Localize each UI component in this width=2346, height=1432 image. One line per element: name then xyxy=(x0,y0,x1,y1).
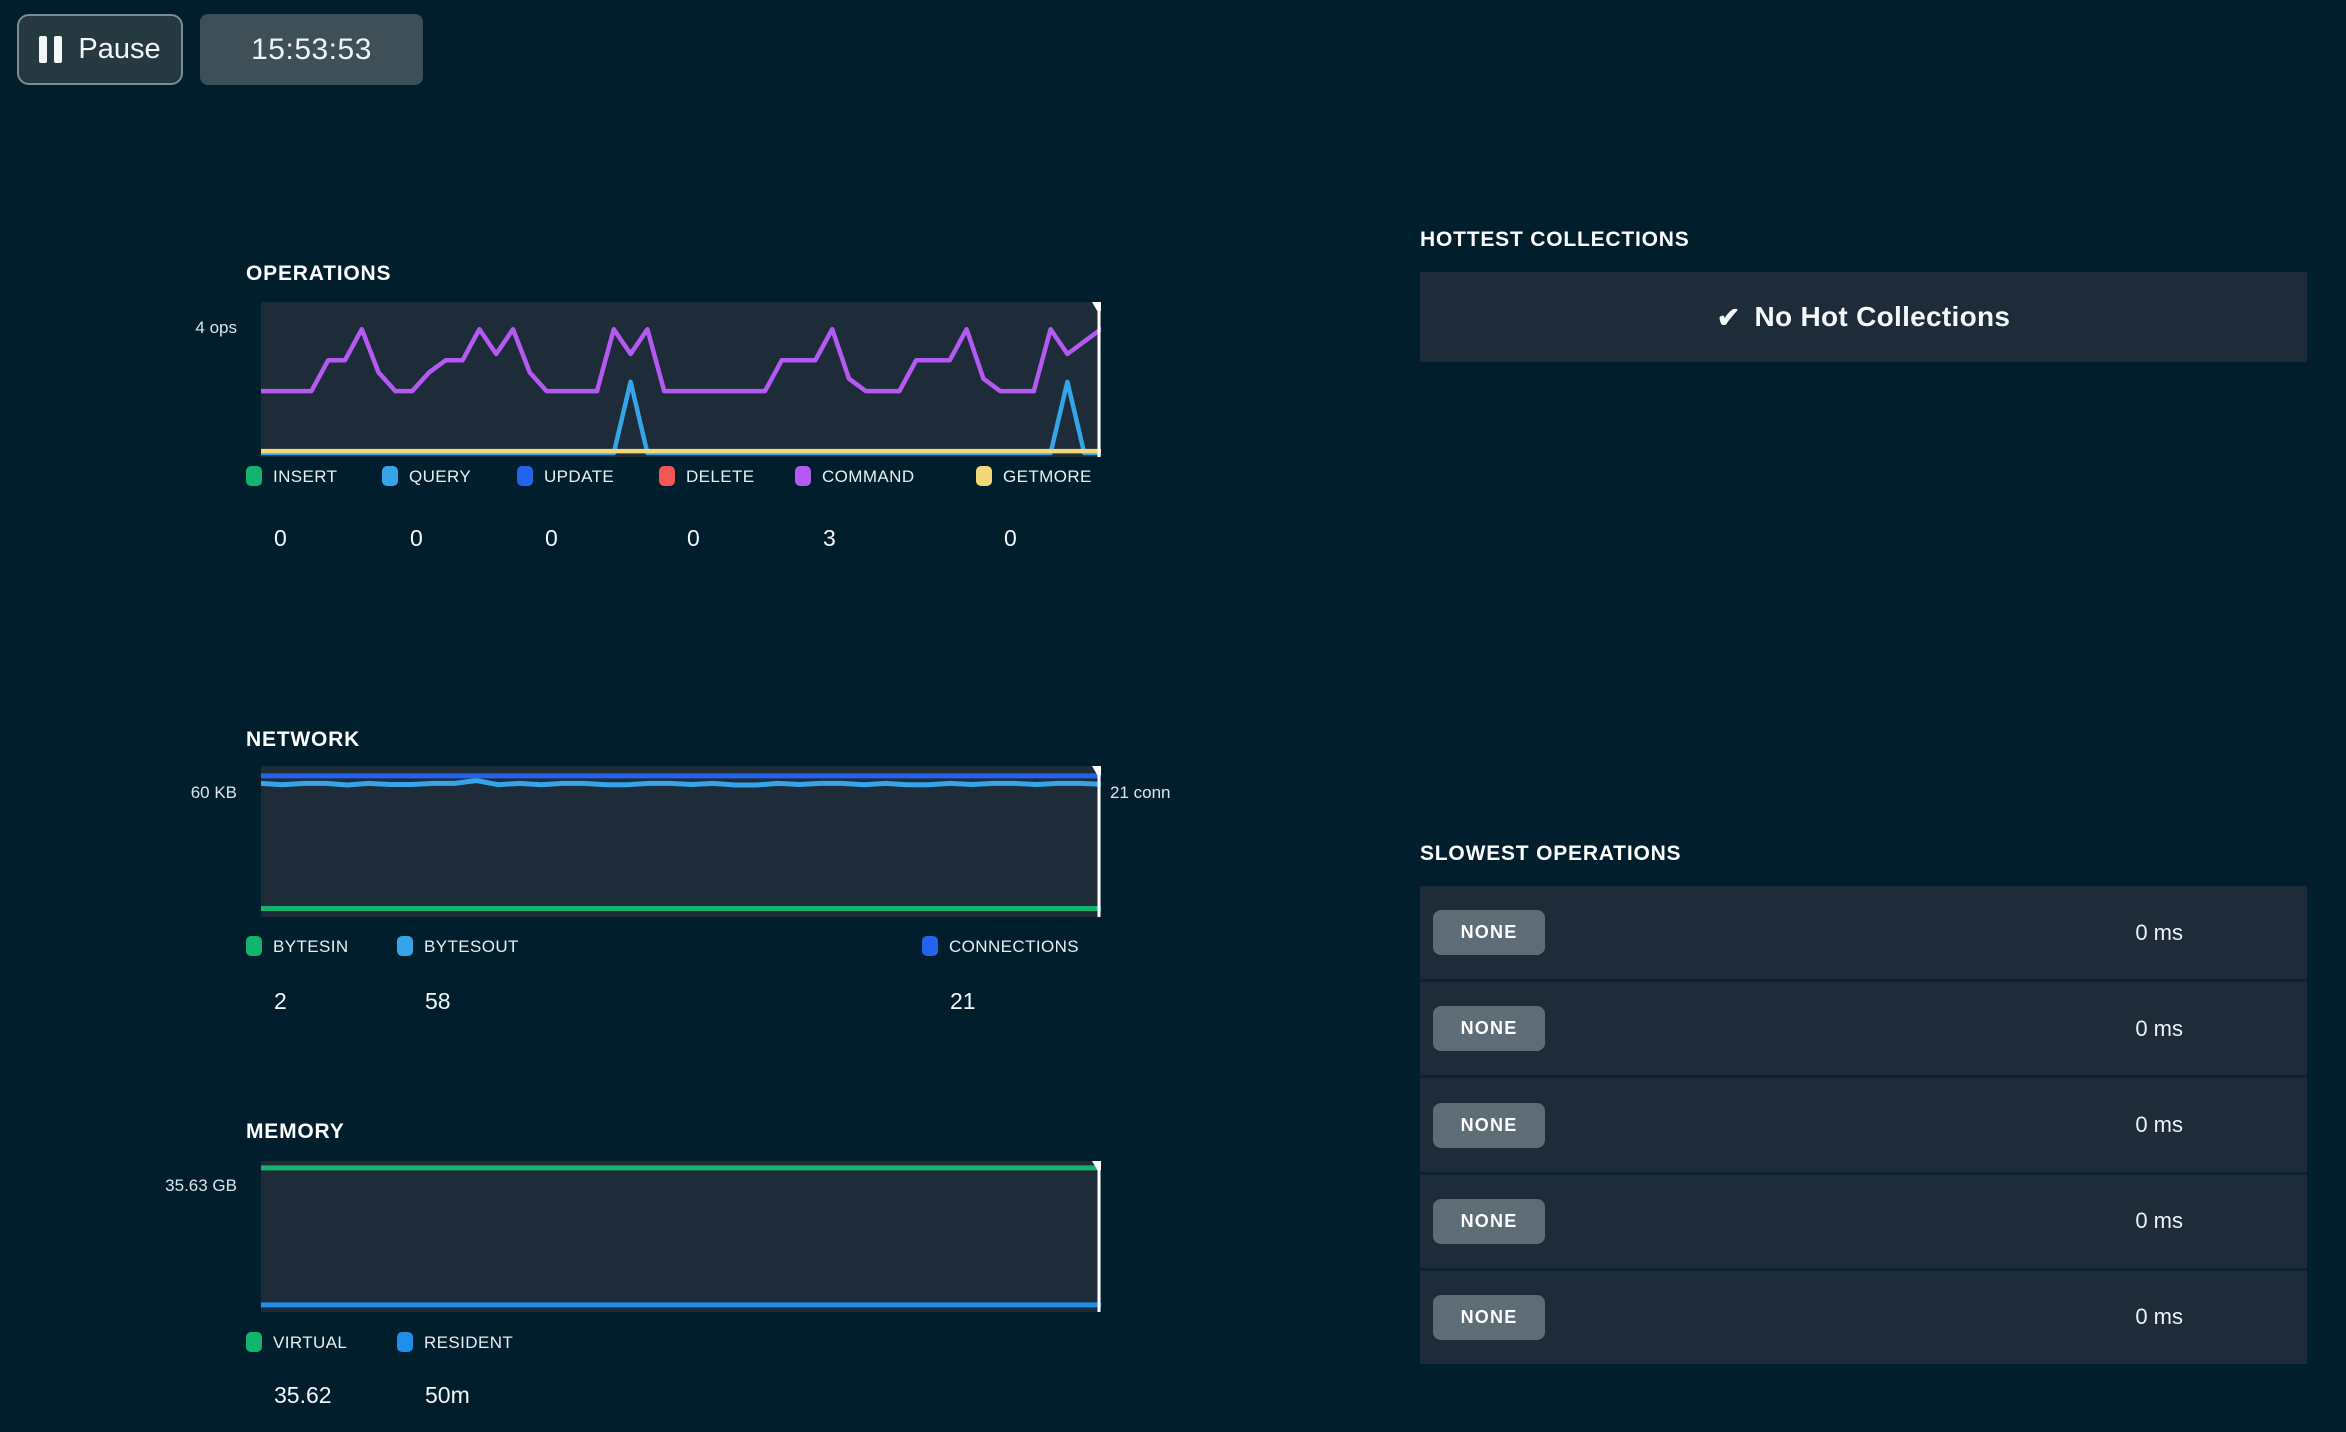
delete-value: 0 xyxy=(687,525,700,552)
update-swatch-icon xyxy=(517,466,533,486)
query-value: 0 xyxy=(410,525,423,552)
update-value: 0 xyxy=(545,525,558,552)
time-cursor xyxy=(1092,302,1101,457)
time-cursor xyxy=(1092,1161,1101,1312)
operation-badge: NONE xyxy=(1433,1199,1545,1244)
legend-label: INSERT xyxy=(273,468,337,486)
query-swatch-icon xyxy=(382,466,398,486)
network-title: NETWORK xyxy=(246,728,360,752)
operation-badge: NONE xyxy=(1433,1103,1545,1148)
pause-button[interactable]: Pause xyxy=(17,14,183,85)
operation-duration: 0 ms xyxy=(2135,1208,2183,1234)
legend-label: RESIDENT xyxy=(424,1334,513,1352)
check-icon: ✔ xyxy=(1717,301,1741,334)
legend-label: CONNECTIONS xyxy=(949,938,1079,956)
bytesout-swatch-icon xyxy=(397,936,413,956)
operation-badge: NONE xyxy=(1433,1295,1545,1340)
legend-item-getmore: GETMORE xyxy=(976,466,1092,486)
memory-y-axis-label: 35.63 GB xyxy=(122,1176,237,1196)
network-y-axis-label: 60 KB xyxy=(152,783,237,803)
connections-swatch-icon xyxy=(922,936,938,956)
getmore-swatch-icon xyxy=(976,466,992,486)
command-value: 3 xyxy=(823,525,836,552)
slowest-operation-row: NONE 0 ms xyxy=(1420,979,2307,1075)
network-right-axis-label: 21 conn xyxy=(1110,783,1171,803)
resident-swatch-icon xyxy=(397,1332,413,1352)
performance-dashboard: Pause 15:53:53 OPERATIONS 4 ops INSERT 0… xyxy=(0,0,2346,1432)
legend-label: UPDATE xyxy=(544,468,614,486)
virtual-value: 35.62 xyxy=(274,1382,332,1409)
operation-duration: 0 ms xyxy=(2135,920,2183,946)
legend-label: QUERY xyxy=(409,468,471,486)
pause-icon xyxy=(39,36,62,63)
legend-label: BYTESIN xyxy=(273,938,349,956)
bytesin-swatch-icon xyxy=(246,936,262,956)
legend-label: DELETE xyxy=(686,468,755,486)
legend-item-virtual: VIRTUAL xyxy=(246,1332,347,1352)
legend-item-connections: CONNECTIONS xyxy=(922,936,1079,956)
legend-item-resident: RESIDENT xyxy=(397,1332,513,1352)
slowest-operation-row: NONE 0 ms xyxy=(1420,1172,2307,1268)
clock-time: 15:53:53 xyxy=(251,33,372,67)
legend-label: VIRTUAL xyxy=(273,1334,347,1352)
bytesin-value: 2 xyxy=(274,988,287,1015)
slowest-operations-title: SLOWEST OPERATIONS xyxy=(1420,842,1681,866)
delete-swatch-icon xyxy=(659,466,675,486)
no-hot-collections-message: ✔ No Hot Collections xyxy=(1717,301,2011,334)
slowest-operations-panel: NONE 0 ms NONE 0 ms NONE 0 ms NONE 0 ms … xyxy=(1420,886,2307,1364)
connections-value: 21 xyxy=(950,988,976,1015)
slowest-operation-row: NONE 0 ms xyxy=(1420,1268,2307,1364)
bytesout-value: 58 xyxy=(425,988,451,1015)
legend-item-command: COMMAND xyxy=(795,466,915,486)
time-cursor xyxy=(1092,766,1101,917)
operation-badge: NONE xyxy=(1433,1006,1545,1051)
insert-value: 0 xyxy=(274,525,287,552)
operations-chart xyxy=(261,302,1101,457)
legend-label: COMMAND xyxy=(822,468,915,486)
insert-swatch-icon xyxy=(246,466,262,486)
operation-badge: NONE xyxy=(1433,910,1545,955)
operations-title: OPERATIONS xyxy=(246,262,391,286)
clock-display: 15:53:53 xyxy=(200,14,423,85)
slowest-operation-row: NONE 0 ms xyxy=(1420,886,2307,979)
legend-item-delete: DELETE xyxy=(659,466,755,486)
no-hot-collections-text: No Hot Collections xyxy=(1754,301,2010,333)
operation-duration: 0 ms xyxy=(2135,1016,2183,1042)
memory-title: MEMORY xyxy=(246,1120,345,1144)
legend-label: GETMORE xyxy=(1003,468,1092,486)
network-chart xyxy=(261,766,1101,917)
virtual-swatch-icon xyxy=(246,1332,262,1352)
hottest-collections-panel: ✔ No Hot Collections xyxy=(1420,272,2307,362)
slowest-operation-row: NONE 0 ms xyxy=(1420,1075,2307,1171)
legend-item-query: QUERY xyxy=(382,466,471,486)
cursor-marker xyxy=(1092,302,1101,314)
legend-item-update: UPDATE xyxy=(517,466,614,486)
hottest-collections-title: HOTTEST COLLECTIONS xyxy=(1420,228,1690,252)
pause-button-label: Pause xyxy=(78,33,160,66)
memory-chart xyxy=(261,1161,1101,1312)
series-line-command xyxy=(261,329,1101,391)
legend-item-bytesout: BYTESOUT xyxy=(397,936,519,956)
operations-y-axis-label: 4 ops xyxy=(152,318,237,338)
legend-item-bytesin: BYTESIN xyxy=(246,936,349,956)
operation-duration: 0 ms xyxy=(2135,1304,2183,1330)
operation-duration: 0 ms xyxy=(2135,1112,2183,1138)
legend-label: BYTESOUT xyxy=(424,938,519,956)
getmore-value: 0 xyxy=(1004,525,1017,552)
resident-value: 50m xyxy=(425,1382,470,1409)
command-swatch-icon xyxy=(795,466,811,486)
series-line-bytesout xyxy=(261,781,1101,786)
legend-item-insert: INSERT xyxy=(246,466,337,486)
